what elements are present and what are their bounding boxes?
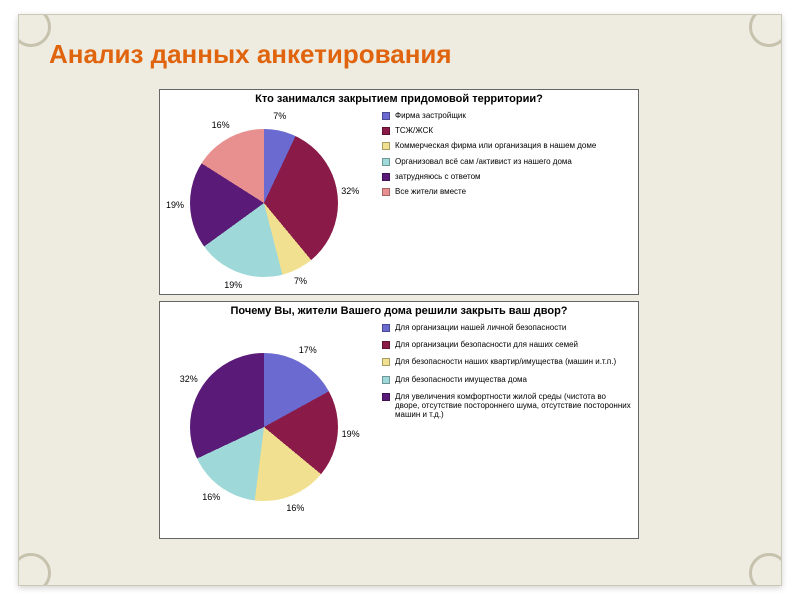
chart-1-legend: Фирма застройщик ТСЖ/ЖСК Коммерческая фирм… (380, 107, 638, 289)
legend-item: затрудняюсь с ответом (382, 172, 632, 181)
legend-swatch (382, 188, 390, 196)
legend-swatch (382, 324, 390, 332)
pie-slice-label: 16% (212, 120, 230, 130)
legend-item: ТСЖ/ЖСК (382, 126, 632, 135)
chart-1: Кто занимался закрытием придомовой терри… (159, 89, 639, 295)
legend-label: затрудняюсь с ответом (395, 172, 481, 181)
pie-slice-label: 19% (224, 280, 242, 290)
pie-slice-label: 32% (341, 186, 359, 196)
chart-1-body: 7% 32% 7% 19% 19% 16% Фирма застройщик ТСЖ/ЖСК… (160, 107, 638, 289)
pie-slice-label: 17% (299, 345, 317, 355)
pie-slice-label: 32% (180, 374, 198, 384)
legend-item: Все жители вместе (382, 187, 632, 196)
pie-slice-label: 7% (294, 276, 307, 286)
legend-item: Организовал всё сам /активист из нашего … (382, 157, 632, 166)
legend-swatch (382, 142, 390, 150)
legend-label: Для безопасности наших квартир/имущества… (395, 357, 616, 366)
chart-2-title: Почему Вы, жители Вашего дома решили зак… (160, 302, 638, 319)
legend-item: Фирма застройщик (382, 111, 632, 120)
legend-swatch (382, 112, 390, 120)
legend-swatch (382, 173, 390, 181)
legend-label: Все жители вместе (395, 187, 466, 196)
legend-label: ТСЖ/ЖСК (395, 126, 433, 135)
legend-label: Коммерческая фирма или организация в наш… (395, 141, 596, 150)
pie-slice-label: 7% (273, 111, 286, 121)
legend-swatch (382, 127, 390, 135)
pie-slice-label: 19% (342, 429, 360, 439)
legend-swatch (382, 158, 390, 166)
pie-slice-label: 16% (286, 503, 304, 513)
chart-2-legend: Для организации нашей личной безопасност… (380, 319, 638, 533)
legend-label: Фирма застройщик (395, 111, 466, 120)
slide-title: Анализ данных анкетирования (49, 39, 452, 70)
chart-2-body: 17% 19% 16% 16% 32% Для организации нашей ли… (160, 319, 638, 533)
pie (190, 129, 338, 277)
corner-decoration (11, 553, 51, 593)
legend-label: Для организации безопасности для наших с… (395, 340, 578, 349)
legend-item: Для безопасности наших квартир/имущества… (382, 357, 632, 366)
chart-2-pie-area: 17% 19% 16% 16% 32% (160, 319, 380, 533)
legend-swatch (382, 376, 390, 384)
chart-1-pie-area: 7% 32% 7% 19% 19% 16% (160, 107, 380, 289)
slide-frame: Анализ данных анкетирования Кто занималс… (18, 14, 782, 586)
legend-item: Коммерческая фирма или организация в наш… (382, 141, 632, 150)
legend-item: Для организации безопасности для наших с… (382, 340, 632, 349)
legend-label: Организовал всё сам /активист из нашего … (395, 157, 572, 166)
legend-item: Для увеличения комфортности жилой среды … (382, 392, 632, 420)
legend-swatch (382, 393, 390, 401)
legend-item: Для организации нашей личной безопасност… (382, 323, 632, 332)
chart-2: Почему Вы, жители Вашего дома решили зак… (159, 301, 639, 539)
legend-label: Для увеличения комфортности жилой среды … (395, 392, 632, 420)
chart-1-title: Кто занимался закрытием придомовой терри… (160, 90, 638, 107)
legend-swatch (382, 341, 390, 349)
pie-slice-label: 19% (166, 200, 184, 210)
corner-decoration (11, 7, 51, 47)
pie (190, 353, 338, 501)
legend-label: Для безопасности имущества дома (395, 375, 527, 384)
legend-label: Для организации нашей личной безопасност… (395, 323, 566, 332)
legend-swatch (382, 358, 390, 366)
corner-decoration (749, 7, 789, 47)
legend-item: Для безопасности имущества дома (382, 375, 632, 384)
pie-slice-label: 16% (202, 492, 220, 502)
corner-decoration (749, 553, 789, 593)
